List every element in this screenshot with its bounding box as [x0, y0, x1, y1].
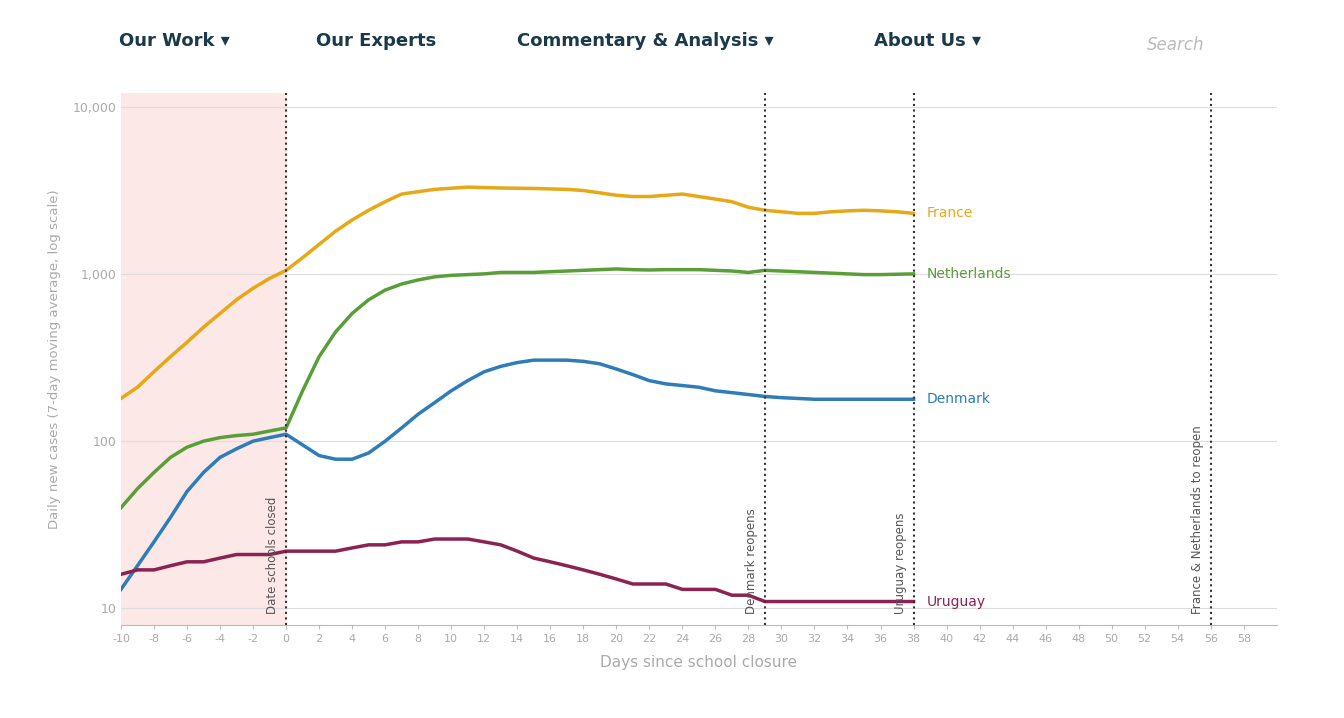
Text: Our Experts: Our Experts — [316, 32, 437, 50]
Text: Search: Search — [1148, 37, 1204, 55]
Text: Our Work ▾: Our Work ▾ — [120, 32, 230, 50]
Text: Commentary & Analysis ▾: Commentary & Analysis ▾ — [517, 32, 773, 50]
X-axis label: Days since school closure: Days since school closure — [601, 655, 797, 670]
Y-axis label: Daily new cases (7-day moving average, log scale): Daily new cases (7-day moving average, l… — [48, 189, 60, 529]
Text: France: France — [927, 206, 973, 220]
Bar — [121, 93, 286, 625]
Text: Denmark: Denmark — [927, 392, 991, 406]
Text: About Us ▾: About Us ▾ — [874, 32, 981, 50]
Text: Uruguay: Uruguay — [927, 595, 986, 609]
Text: France & Netherlands to reopen: France & Netherlands to reopen — [1191, 425, 1204, 614]
Text: Denmark reopens: Denmark reopens — [746, 508, 758, 614]
Text: Date schools closed: Date schools closed — [266, 497, 280, 614]
Text: Uruguay reopens: Uruguay reopens — [894, 513, 907, 614]
Text: Netherlands: Netherlands — [927, 267, 1012, 281]
